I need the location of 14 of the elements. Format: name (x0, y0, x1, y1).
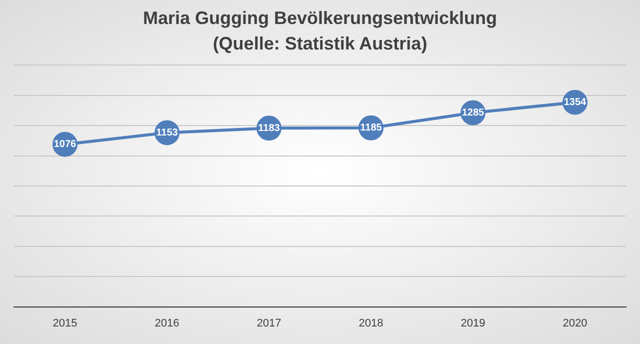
x-tick-label: 2015 (52, 317, 78, 330)
data-label: 1185 (360, 122, 382, 134)
x-tick-label: 2016 (154, 317, 180, 330)
data-label: 1153 (156, 127, 178, 138)
data-label: 1183 (258, 122, 280, 134)
data-label: 1076 (54, 139, 77, 150)
x-tick-label: 2019 (460, 317, 486, 330)
chart-subtitle: (Quelle: Statistik Austria) (212, 33, 428, 54)
x-tick-label: 2017 (256, 317, 282, 330)
x-tick-label: 2020 (562, 317, 588, 330)
data-label: 1285 (462, 108, 485, 119)
data-label: 1354 (564, 97, 587, 108)
chart-title: Maria Gugging Bevölkerungsentwicklung (142, 8, 498, 28)
x-tick-label: 2018 (358, 317, 384, 330)
